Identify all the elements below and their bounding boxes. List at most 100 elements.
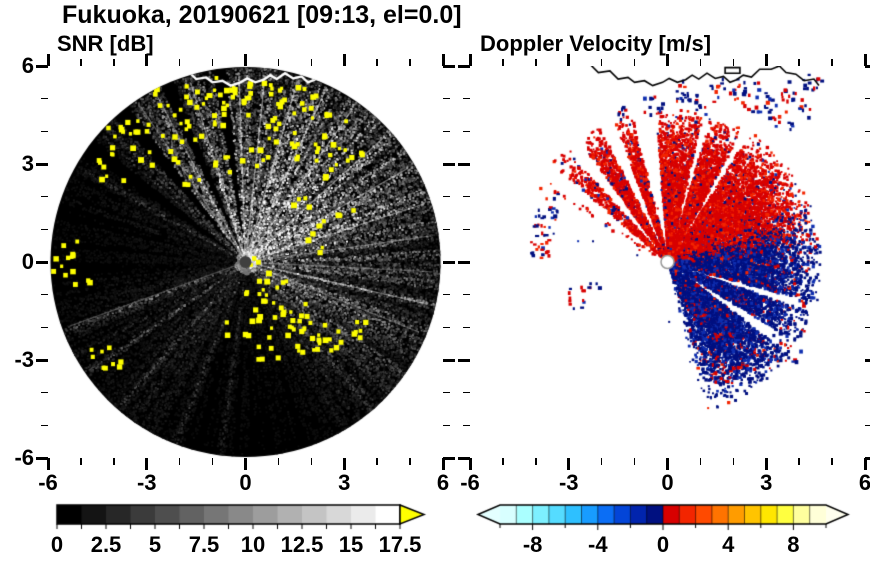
axis-tick	[342, 54, 346, 66]
x-tick-label: 6	[436, 470, 450, 495]
x-tick-label: 6	[858, 470, 870, 495]
axis-tick	[443, 130, 450, 133]
axis-tick	[535, 59, 537, 66]
velocity-colorbar-tick-label: 0	[656, 532, 670, 557]
axis-tick	[865, 195, 870, 198]
axis-tick	[36, 260, 48, 264]
axis-tick	[80, 59, 82, 66]
y-tick-label: -3	[14, 347, 34, 372]
axis-tick	[41, 195, 48, 198]
axis-tick	[441, 54, 445, 66]
y-tick-label: 6	[21, 53, 34, 78]
snr-colorbar-tick-label: 2.5	[90, 532, 122, 557]
axis-tick	[865, 424, 870, 427]
axis-tick	[502, 59, 504, 66]
x-tick-label: -6	[38, 470, 58, 495]
axis-tick	[865, 391, 870, 394]
axis-tick	[409, 59, 411, 66]
axis-tick	[443, 162, 455, 166]
snr-colorbar-tick-label: 15	[338, 532, 364, 557]
axis-tick	[458, 162, 470, 166]
axis-tick	[458, 260, 470, 264]
axis-tick	[764, 54, 768, 66]
axis-tick	[600, 59, 603, 66]
axis-tick	[699, 59, 702, 66]
axis-tick	[458, 456, 470, 460]
axis-tick	[41, 130, 48, 133]
axis-tick	[865, 130, 870, 133]
axis-tick	[376, 59, 378, 66]
axis-tick	[865, 326, 870, 329]
axis-tick	[865, 358, 870, 362]
axis-tick	[310, 59, 313, 66]
x-tick-label: 3	[760, 470, 773, 495]
figure-title: Fukuoka, 20190621 [09:13, el=0.0]	[62, 1, 462, 29]
axis-tick	[41, 326, 48, 329]
axis-tick	[41, 391, 48, 394]
axis-tick	[310, 458, 313, 465]
axis-tick	[36, 456, 48, 460]
axis-tick	[468, 458, 472, 470]
axis-tick	[113, 59, 115, 66]
axis-tick	[244, 54, 247, 66]
axis-tick	[178, 59, 181, 66]
axis-tick	[41, 293, 48, 296]
snr-colorbar	[55, 503, 430, 533]
axis-tick	[80, 458, 82, 465]
velocity-colorbar	[476, 503, 852, 533]
axis-tick	[458, 64, 470, 68]
axis-tick	[211, 458, 214, 465]
axis-tick	[468, 54, 472, 66]
axis-tick	[46, 458, 50, 470]
y-tick-label: 3	[21, 151, 34, 176]
axis-tick	[633, 59, 636, 66]
axis-tick	[277, 458, 280, 465]
x-tick-label: -3	[558, 470, 579, 495]
axis-tick	[458, 358, 470, 362]
axis-tick	[865, 97, 870, 100]
axis-tick	[443, 391, 450, 394]
velocity-colorbar-tick-label: -8	[522, 532, 543, 557]
axis-tick	[113, 458, 115, 465]
x-tick-label: -6	[460, 470, 480, 495]
velocity-panel-title: Doppler Velocity [m/s]	[480, 31, 712, 56]
axis-tick	[865, 64, 870, 68]
x-tick-label: 3	[338, 470, 351, 495]
snr-radar-canvas	[48, 66, 443, 458]
axis-tick	[244, 458, 247, 470]
axis-tick	[699, 458, 702, 465]
axis-tick	[443, 195, 450, 198]
axis-tick	[798, 59, 800, 66]
axis-tick	[463, 391, 470, 394]
x-tick-label: 0	[239, 470, 252, 495]
axis-tick	[463, 293, 470, 296]
axis-tick	[145, 458, 149, 470]
axis-tick	[831, 59, 833, 66]
axis-tick	[443, 64, 455, 68]
axis-tick	[211, 59, 214, 66]
axis-tick	[443, 97, 450, 100]
snr-colorbar-tick-label: 7.5	[188, 532, 220, 557]
axis-tick	[463, 130, 470, 133]
axis-tick	[567, 54, 571, 66]
axis-tick	[798, 458, 800, 465]
axis-tick	[732, 458, 735, 465]
axis-tick	[443, 424, 450, 427]
axis-tick	[865, 293, 870, 296]
axis-tick	[46, 54, 50, 66]
axis-tick	[831, 458, 833, 465]
axis-tick	[666, 458, 669, 470]
axis-tick	[463, 326, 470, 329]
axis-tick	[36, 162, 48, 166]
velocity-colorbar-tick-label: 4	[722, 532, 735, 557]
axis-tick	[463, 195, 470, 198]
axis-tick	[865, 228, 870, 231]
axis-tick	[443, 456, 455, 460]
snr-colorbar-tick-label: 5	[148, 532, 162, 557]
axis-tick	[36, 358, 48, 362]
axis-tick	[277, 59, 280, 66]
axis-tick	[865, 456, 870, 460]
axis-tick	[443, 228, 450, 231]
axis-tick	[443, 260, 455, 264]
axis-tick	[178, 458, 181, 465]
